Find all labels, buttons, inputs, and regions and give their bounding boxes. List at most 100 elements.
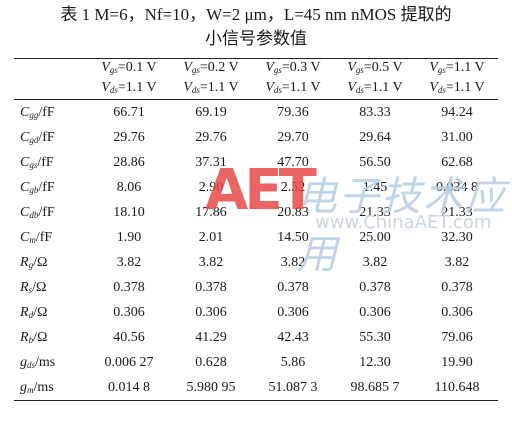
header-vgs: Vgs=0.3 V <box>265 60 321 75</box>
value-cell: 42.43 <box>277 329 309 345</box>
value-cell: 110.648 <box>434 379 480 395</box>
header-param-cell <box>14 59 88 100</box>
header-vds: Vds=1.1 V <box>183 80 239 95</box>
table-row: Cdb/fF 18.10 17.86 20.83 21.33 21.33 <box>14 200 498 225</box>
table-row: Rb/Ω 40.56 41.29 42.43 55.30 79.06 <box>14 325 498 350</box>
value-cell: 94.24 <box>441 104 473 120</box>
value-cell: 0.014 8 <box>108 379 150 395</box>
table-row: Cm/fF 1.90 2.01 14.50 25.00 32.30 <box>14 225 498 250</box>
value-cell: 21.33 <box>359 204 391 220</box>
value-cell: 3.82 <box>444 254 470 270</box>
value-cell: 3.82 <box>362 254 388 270</box>
value-cell: 1.45 <box>362 179 388 195</box>
header-vds: Vds=1.1 V <box>429 80 485 95</box>
parameter-table: Vgs=0.1 V Vds=1.1 V Vgs=0.2 V Vds=1.1 V … <box>14 58 498 401</box>
header-vds: Vds=1.1 V <box>347 80 403 95</box>
value-cell: 3.82 <box>280 254 306 270</box>
header-vds: Vds=1.1 V <box>101 80 157 95</box>
value-cell: 79.06 <box>441 329 473 345</box>
table-row: gm/ms 0.014 8 5.980 95 51.087 3 98.685 7 110.… <box>14 375 498 401</box>
value-cell: 2.52 <box>280 179 306 195</box>
value-cell: 0.378 <box>195 279 227 295</box>
value-cell: 5.86 <box>280 354 306 370</box>
value-cell: 0.306 <box>441 304 473 320</box>
value-cell: 37.31 <box>195 154 227 170</box>
param-name-cell: Rb/Ω <box>20 329 48 345</box>
value-cell: 19.90 <box>441 354 473 370</box>
table-caption-line1: 表 1 M=6，Nf=10，W=2 μm，L=45 nm nMOS 提取的 <box>60 5 452 24</box>
value-cell: 79.36 <box>277 104 309 120</box>
value-cell: 14.50 <box>277 229 309 245</box>
param-name-cell: Cgg/fF <box>20 104 55 120</box>
value-cell: 29.70 <box>277 129 309 145</box>
value-cell: 0.378 <box>277 279 309 295</box>
table-row: Cgd/fF 29.76 29.76 29.70 29.64 31.00 <box>14 125 498 150</box>
param-name-cell: Rd/Ω <box>20 304 48 320</box>
value-cell: 56.50 <box>359 154 391 170</box>
value-cell: 29.76 <box>113 129 145 145</box>
table-row: Rd/Ω 0.306 0.306 0.306 0.306 0.306 <box>14 300 498 325</box>
param-name-cell: Cgd/fF <box>20 129 55 145</box>
param-name-cell: Cm/fF <box>20 229 53 245</box>
value-cell: 8.06 <box>116 179 142 195</box>
value-cell: 21.33 <box>441 204 473 220</box>
header-condition-cell: Vgs=0.2 V Vds=1.1 V <box>170 59 252 100</box>
header-vgs: Vgs=0.1 V <box>101 60 157 75</box>
value-cell: 2.01 <box>198 229 224 245</box>
value-cell: 18.10 <box>113 204 145 220</box>
value-cell: 0.378 <box>359 279 391 295</box>
header-condition-cell: Vgs=0.3 V Vds=1.1 V <box>252 59 334 100</box>
value-cell: 31.00 <box>441 129 473 145</box>
value-cell: 0.378 <box>113 279 145 295</box>
value-cell: 47.70 <box>277 154 309 170</box>
param-name-cell: Rs/Ω <box>20 279 47 295</box>
value-cell: 0.306 <box>277 304 309 320</box>
header-condition-cell: Vgs=0.1 V Vds=1.1 V <box>88 59 170 100</box>
value-cell: 25.00 <box>359 229 391 245</box>
table-row: Rg/Ω 3.82 3.82 3.82 3.82 3.82 <box>14 250 498 275</box>
table-row: gds/ms 0.006 27 0.628 5.86 12.30 19.90 <box>14 350 498 375</box>
value-cell: 62.68 <box>441 154 473 170</box>
value-cell: 29.64 <box>359 129 391 145</box>
value-cell: 29.76 <box>195 129 227 145</box>
value-cell: 69.19 <box>195 104 227 120</box>
value-cell: 3.82 <box>116 254 142 270</box>
header-condition-cell: Vgs=0.5 V Vds=1.1 V <box>334 59 416 100</box>
value-cell: 0.306 <box>359 304 391 320</box>
value-cell: 5.980 95 <box>186 379 236 395</box>
table-row: Cgb/fF 8.06 2.90 2.52 1.45 0.034 8 <box>14 175 498 200</box>
value-cell: 12.30 <box>359 354 391 370</box>
header-vds: Vds=1.1 V <box>265 80 321 95</box>
value-cell: 17.86 <box>195 204 227 220</box>
param-name-cell: gm/ms <box>20 379 54 395</box>
value-cell: 0.378 <box>441 279 473 295</box>
value-cell: 83.33 <box>359 104 391 120</box>
value-cell: 20.83 <box>277 204 309 220</box>
value-cell: 98.685 7 <box>350 379 400 395</box>
param-name-cell: Cgs/fF <box>20 154 54 170</box>
value-cell: 28.86 <box>113 154 145 170</box>
table-body: Cgg/fF 66.71 69.19 79.36 83.33 94.24 Cgd/fF 29.… <box>14 100 498 401</box>
value-cell: 0.306 <box>113 304 145 320</box>
value-cell: 0.006 27 <box>104 354 154 370</box>
value-cell: 51.087 3 <box>268 379 318 395</box>
param-name-cell: Cdb/fF <box>20 204 55 220</box>
header-vgs: Vgs=0.2 V <box>183 60 239 75</box>
value-cell: 41.29 <box>195 329 227 345</box>
table-header-row: Vgs=0.1 V Vds=1.1 V Vgs=0.2 V Vds=1.1 V … <box>14 58 498 100</box>
header-vgs: Vgs=1.1 V <box>429 60 485 75</box>
param-name-cell: Cgb/fF <box>20 179 55 195</box>
header-vgs: Vgs=0.5 V <box>347 60 403 75</box>
value-cell: 40.56 <box>113 329 145 345</box>
value-cell: 0.628 <box>195 354 227 370</box>
value-cell: 32.30 <box>441 229 473 245</box>
param-name-cell: Rg/Ω <box>20 254 48 270</box>
value-cell: 66.71 <box>113 104 145 120</box>
table-row: Cgg/fF 66.71 69.19 79.36 83.33 94.24 <box>14 100 498 126</box>
table-caption-line2: 小信号参数值 <box>205 29 307 48</box>
table-row: Cgs/fF 28.86 37.31 47.70 56.50 62.68 <box>14 150 498 175</box>
param-name-cell: gds/ms <box>20 354 56 370</box>
value-cell: 2.90 <box>198 179 224 195</box>
table-row: Rs/Ω 0.378 0.378 0.378 0.378 0.378 <box>14 275 498 300</box>
value-cell: 0.034 8 <box>436 179 478 195</box>
